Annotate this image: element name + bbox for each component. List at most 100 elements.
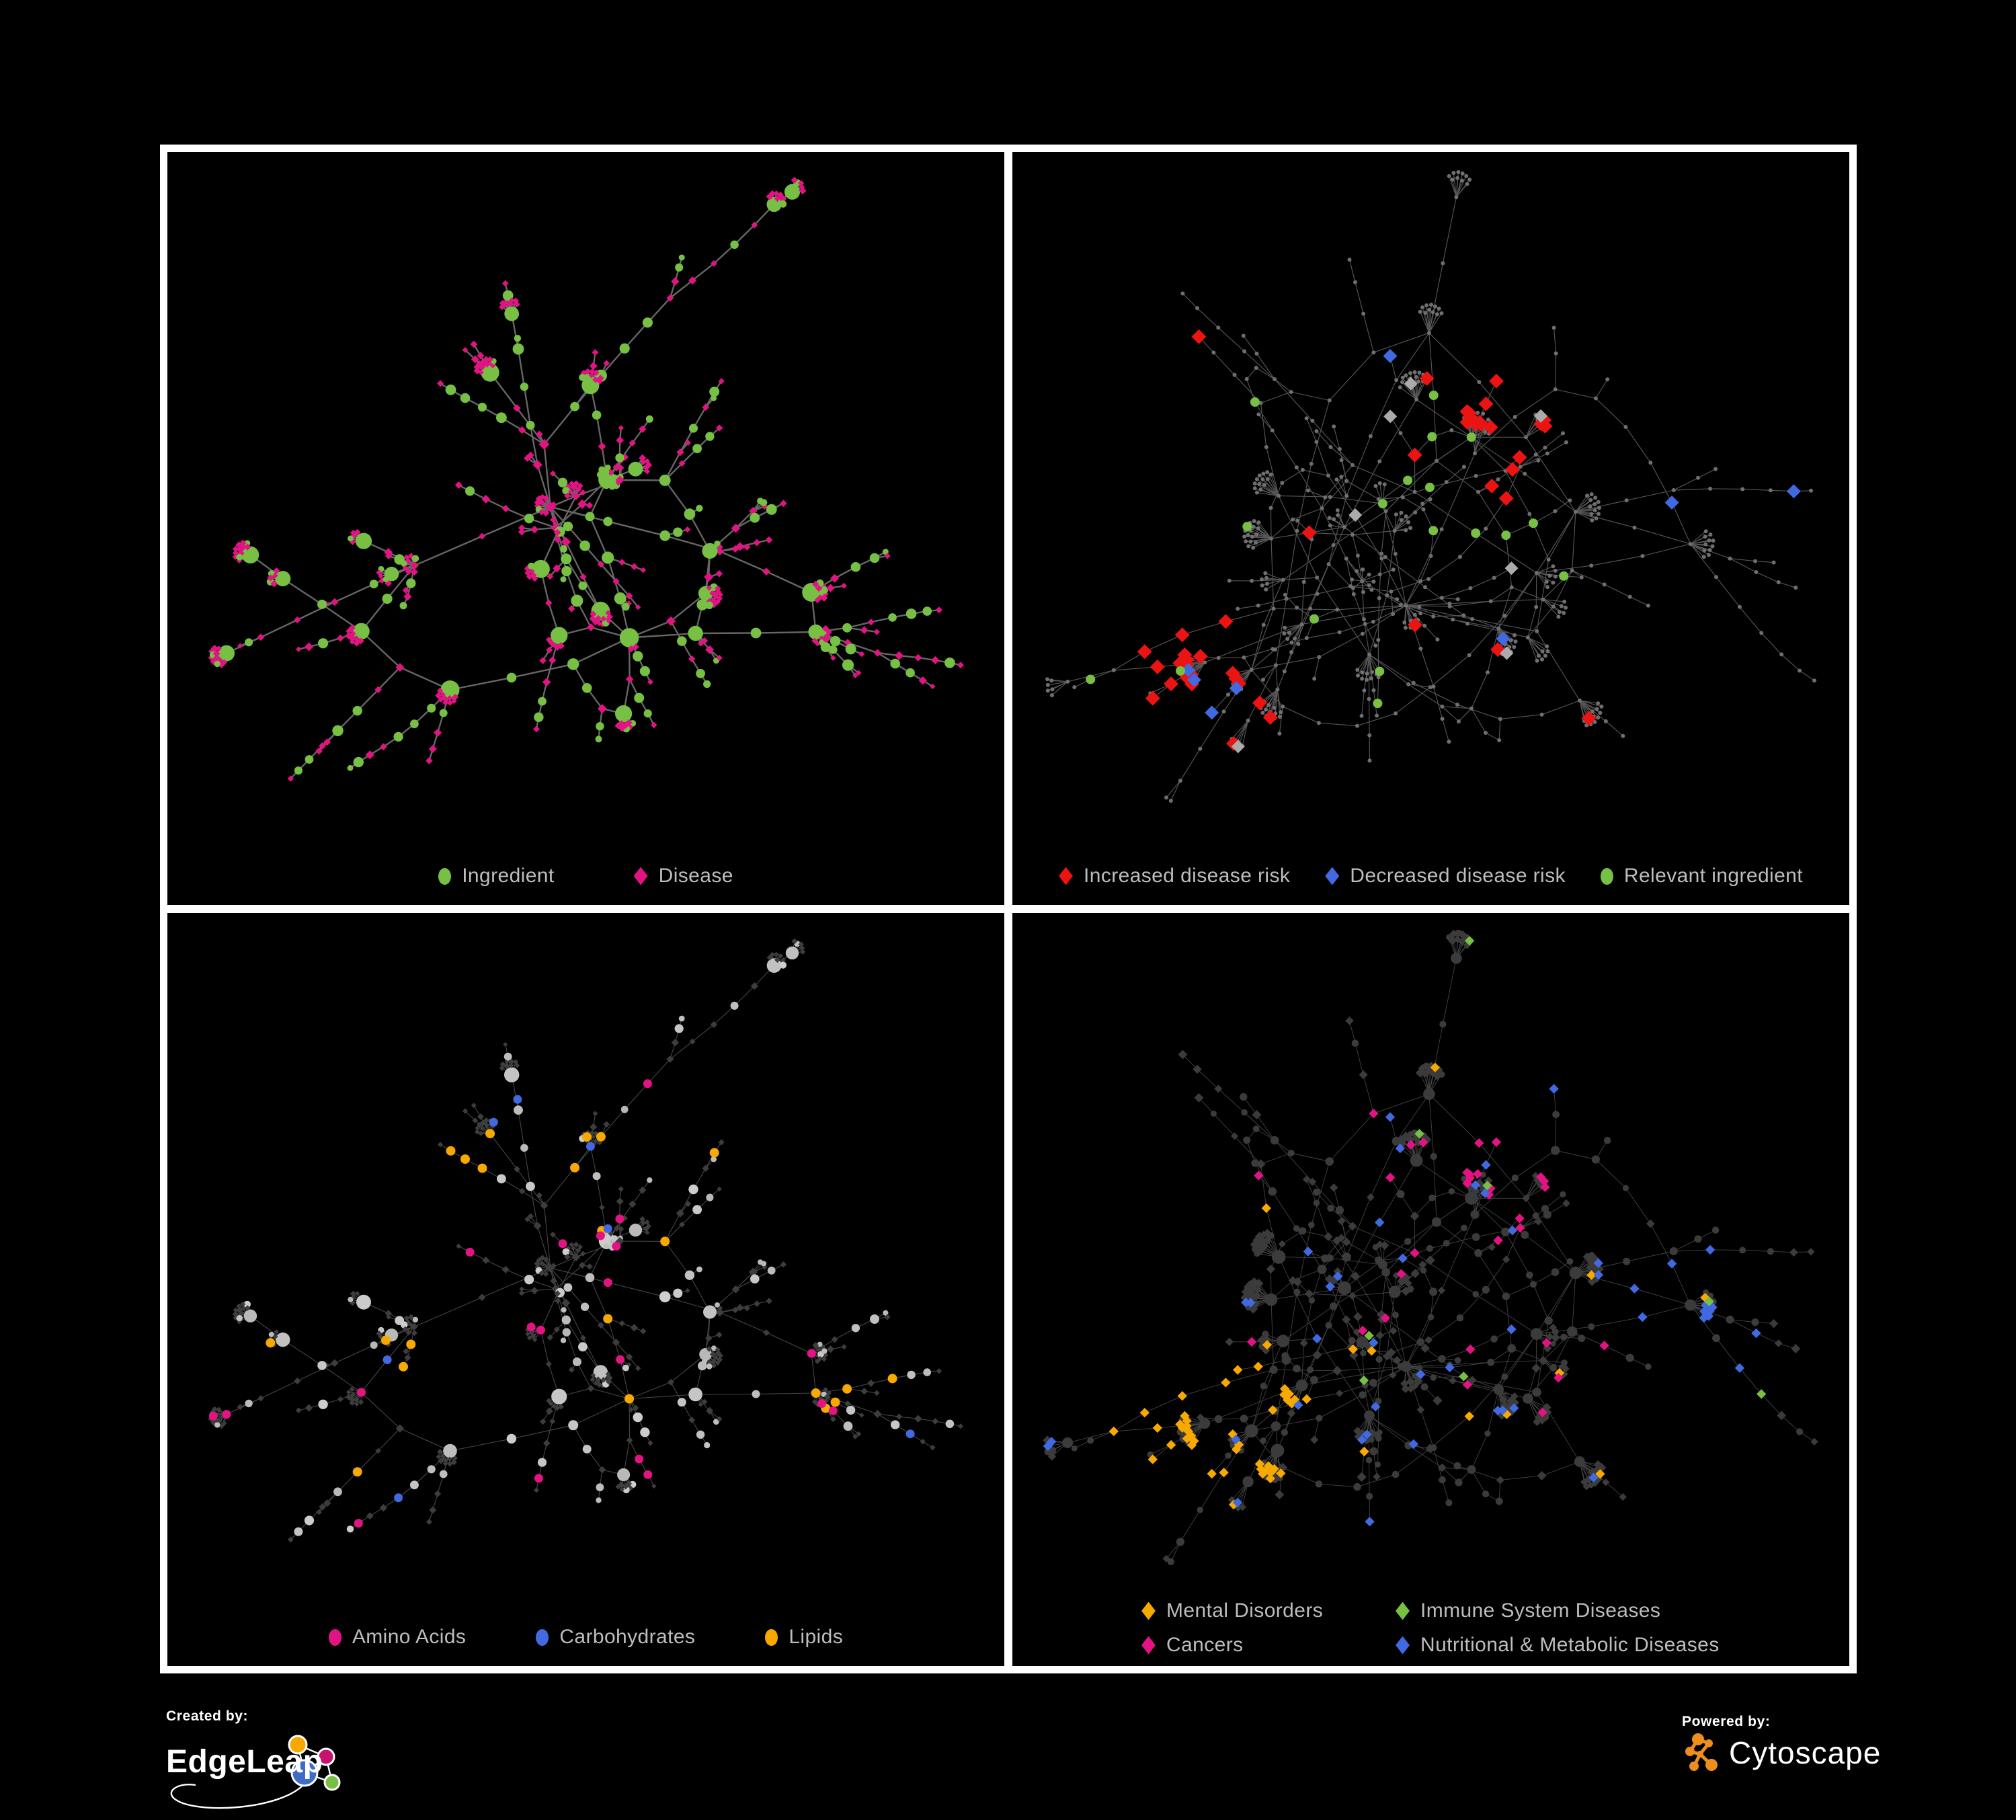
network-node-diamond [558, 1403, 564, 1410]
network-node-circle [1249, 668, 1254, 672]
legend-marker-diamond [1141, 1601, 1156, 1620]
network-node-circle [355, 532, 372, 549]
network-node-circle [1622, 1185, 1629, 1191]
network-node-diamond [716, 655, 723, 662]
network-node-diamond [1252, 695, 1267, 711]
network-node-diamond [561, 1298, 571, 1308]
network-node-circle [1176, 666, 1185, 676]
network-node-circle [1242, 349, 1247, 354]
network-node-circle [1694, 1235, 1702, 1243]
network-node-diamond [859, 1413, 864, 1418]
network-node-diamond [273, 567, 280, 574]
network-node-circle [1369, 588, 1374, 592]
network-node-diamond [700, 637, 708, 645]
network-node-circle [1438, 1355, 1446, 1363]
network-node-circle [1435, 312, 1439, 317]
network-node-circle [1482, 1285, 1490, 1294]
network-node-diamond [1418, 1138, 1428, 1148]
network-node-circle [1367, 758, 1372, 763]
network-node-circle [1669, 1247, 1678, 1255]
network-node-circle [870, 1314, 879, 1324]
network-node-circle [465, 1247, 475, 1257]
network-node-circle [1593, 496, 1598, 500]
network-node-diamond [1449, 929, 1458, 939]
network-node-diamond [479, 1119, 487, 1126]
network-node-diamond [395, 1424, 405, 1433]
network-node-circle [1300, 467, 1305, 472]
network-node-diamond [354, 1401, 360, 1407]
network-node-circle [1251, 545, 1256, 550]
network-node-diamond [1380, 1313, 1390, 1323]
network-node-diamond [717, 592, 723, 598]
network-node-diamond [349, 1400, 356, 1406]
network-node-circle [1250, 1284, 1257, 1292]
network-node-diamond [477, 1113, 485, 1120]
network-node-diamond [671, 1038, 680, 1047]
network-node-diamond [635, 1366, 641, 1372]
network-node-diamond [619, 1487, 624, 1492]
network-node-diamond [499, 1061, 506, 1068]
network-node-circle [1456, 1314, 1464, 1322]
network-node-diamond [450, 1459, 457, 1466]
network-node-diamond [550, 501, 557, 508]
network-node-circle [1281, 578, 1285, 582]
cytoscape-wordmark: Cytoscape [1729, 1735, 1882, 1770]
network-node-circle [561, 1307, 567, 1313]
network-node-circle [1523, 1393, 1533, 1404]
network-node-diamond [1241, 1288, 1249, 1296]
network-node-circle [1539, 712, 1544, 717]
network-node-circle [1492, 576, 1496, 580]
network-node-diamond [640, 1328, 647, 1335]
network-node-circle [245, 638, 253, 647]
network-node-diamond [1786, 484, 1801, 499]
network-node-circle [1726, 1315, 1734, 1324]
network-node-diamond [1591, 1255, 1600, 1263]
network-node-circle [750, 627, 762, 639]
network-node-circle [352, 706, 362, 716]
network-node-diamond [452, 693, 459, 701]
network-node-circle [1391, 612, 1396, 617]
network-node-circle [677, 636, 687, 646]
network-node-diamond [533, 725, 540, 733]
network-node-circle [1422, 623, 1427, 628]
network-node-circle [1501, 1373, 1508, 1380]
network-node-diamond [1418, 1261, 1427, 1269]
network-node-diamond [1367, 1193, 1375, 1201]
network-node-diamond [618, 1186, 624, 1192]
network-node-diamond [551, 1403, 557, 1409]
network-node-diamond [1254, 1171, 1264, 1181]
network-node-circle [1263, 571, 1268, 576]
network-node-diamond [598, 1322, 604, 1329]
network-node-circle [1377, 499, 1387, 509]
network-node-diamond [489, 361, 497, 368]
network-node-diamond [530, 571, 537, 579]
network-node-diamond [715, 1347, 721, 1353]
network-node-circle [1411, 680, 1416, 685]
network-node-circle [1435, 637, 1440, 642]
network-node-circle [347, 535, 354, 542]
network-node-diamond [446, 699, 453, 706]
network-node-diamond [587, 1384, 595, 1392]
network-node-circle [1400, 375, 1405, 380]
network-node-diamond [822, 636, 830, 643]
network-node-circle [585, 512, 595, 522]
legend-marker-circle [536, 1628, 549, 1646]
network-node-circle [1624, 498, 1629, 503]
network-node-diamond [1383, 409, 1398, 424]
network-node-circle [1337, 447, 1342, 451]
network-node-diamond [592, 369, 600, 377]
network-node-diamond [257, 1395, 264, 1402]
network-node-diamond [641, 1220, 647, 1226]
network-node-diamond [534, 1487, 539, 1493]
network-node-diamond [826, 584, 835, 592]
network-node-circle [1256, 603, 1260, 608]
network-node-diamond [571, 1253, 581, 1262]
network-node-circle [608, 483, 616, 490]
network-node-diamond [1424, 1336, 1433, 1344]
network-node-diamond [538, 499, 546, 506]
network-node-diamond [612, 463, 621, 471]
network-node-circle [1282, 669, 1287, 674]
network-node-circle [1374, 1461, 1381, 1468]
network-node-circle [820, 642, 831, 653]
network-node-circle [1317, 655, 1322, 660]
